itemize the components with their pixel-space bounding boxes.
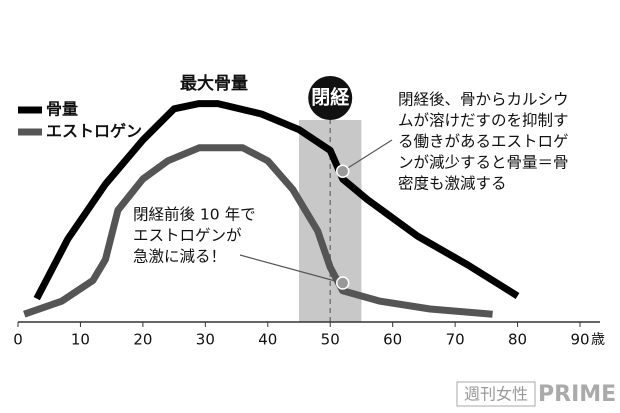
annotation-text: 閉経後、骨からカルシウ xyxy=(398,91,569,109)
x-tick-label: 70 xyxy=(446,331,465,349)
series-line xyxy=(23,144,493,318)
annotation-text: エストロゲンが xyxy=(133,227,242,245)
x-tick-label: 40 xyxy=(258,331,277,349)
x-tick-label: 80 xyxy=(508,331,527,349)
x-unit: 歳 xyxy=(591,332,605,348)
x-tick-label: 30 xyxy=(196,331,215,349)
series-line xyxy=(33,100,520,301)
x-tick-label: 10 xyxy=(71,331,90,349)
annotation-text: ンが減少すると骨量＝骨 xyxy=(398,154,569,172)
x-tick-label: 0 xyxy=(13,331,23,349)
legend-label: 骨量 xyxy=(46,100,78,119)
watermark-box xyxy=(456,381,536,407)
watermark-suffix: PRIME xyxy=(538,382,616,407)
x-tick-label: 90 xyxy=(570,331,589,349)
annotation-text: 閉経前後 10 年で xyxy=(133,206,256,224)
x-tick-label: 60 xyxy=(383,331,402,349)
x-tick-label: 50 xyxy=(321,331,340,349)
annotation-text: る働きがあるエストロゲ xyxy=(398,133,569,151)
annotation-point xyxy=(335,276,350,290)
annotation-point xyxy=(335,164,350,178)
menopause-label: 閉経 xyxy=(311,86,350,109)
menopause-badge xyxy=(308,76,353,120)
x-tick-label: 20 xyxy=(133,331,152,349)
annotation-leader xyxy=(239,254,343,284)
watermark-brand: 週刊女性 xyxy=(464,385,528,404)
peak-label: 最大骨量 xyxy=(180,73,248,94)
annotation-leader xyxy=(342,139,393,172)
annotation-text: 密度も激減する xyxy=(398,175,507,193)
annotation-text: 急激に減る！ xyxy=(133,248,226,266)
legend-label: エストロゲン xyxy=(46,122,142,141)
annotation-text: ムが溶けだすのを抑制す xyxy=(398,112,569,130)
